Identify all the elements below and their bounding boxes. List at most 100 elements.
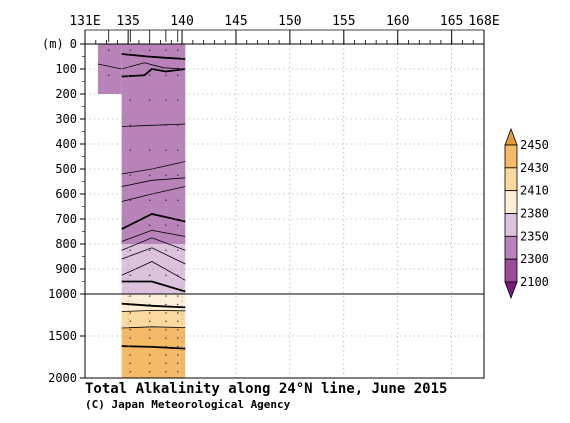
station-dot — [149, 312, 151, 314]
y-tick-label-1000: 1000 — [48, 287, 77, 301]
station-dot — [129, 345, 131, 348]
station-dot — [149, 362, 151, 364]
station-dot — [177, 149, 179, 151]
station-dot — [149, 354, 151, 356]
station-dot — [177, 174, 179, 176]
station-dot — [149, 224, 151, 226]
contour-line-2 — [121, 68, 186, 78]
fill-region-5 — [121, 310, 186, 328]
contour-line-7 — [121, 213, 186, 230]
station-dot — [129, 174, 131, 176]
station-dot — [165, 224, 167, 226]
y-axis: (m) 0 100 200 300 400 500 600 700 800 900 1000 1500… — [42, 37, 85, 385]
colorbar-top-arrow — [504, 127, 518, 146]
fill-region-6 — [121, 327, 186, 378]
colorbar-label-2100: 2100 — [520, 275, 549, 289]
x-tick-label-135: 135 — [116, 14, 139, 29]
colorbar-segment-3 — [504, 213, 518, 237]
station-dot — [129, 354, 131, 356]
station-dot — [149, 295, 151, 297]
x-tick-label-131E: 131E — [69, 14, 100, 29]
x-tick-label-160: 160 — [386, 14, 409, 29]
station-dot — [149, 320, 151, 322]
station-dot — [165, 99, 167, 101]
fill-region-2 — [121, 219, 186, 244]
y-tick-label-700: 700 — [55, 212, 77, 226]
station-dot — [165, 303, 167, 306]
station-dot — [165, 124, 167, 126]
station-dot — [149, 303, 151, 306]
contour-line-11 — [121, 261, 186, 281]
colorbar-label-2350: 2350 — [520, 229, 549, 243]
station-markers — [108, 30, 179, 373]
contour-line-4 — [121, 161, 186, 175]
x-tick-label-168E: 168E — [468, 14, 499, 29]
y-tick-label-2000: 2000 — [48, 371, 77, 385]
station-dot — [129, 224, 131, 226]
y-tick-label-600: 600 — [55, 187, 77, 201]
colorbar-segment-5 — [504, 258, 518, 283]
station-dot — [165, 174, 167, 176]
station-dot — [129, 303, 131, 306]
x-tick-label-140: 140 — [170, 14, 193, 29]
station-dot — [177, 362, 179, 364]
station-dot — [149, 99, 151, 101]
x-tick-label-145: 145 — [224, 14, 247, 29]
station-dot — [165, 149, 167, 151]
y-tick-label-900: 900 — [55, 262, 77, 276]
station-dot — [149, 329, 151, 331]
station-dot — [165, 312, 167, 314]
station-dot — [165, 371, 167, 373]
station-dot — [149, 174, 151, 176]
station-dot — [129, 274, 131, 276]
contour-line-12 — [121, 280, 186, 293]
station-dot — [149, 149, 151, 151]
contour-line-9 — [121, 237, 186, 251]
contour-line-15 — [121, 326, 186, 329]
station-dot — [149, 274, 151, 276]
station-dot — [177, 295, 179, 297]
station-dot — [177, 74, 179, 76]
depth-gridlines — [85, 44, 484, 378]
colorbar-segment-0 — [504, 144, 518, 169]
station-dot — [177, 249, 179, 251]
fill-region-4 — [121, 294, 186, 311]
colorbar-segment-2 — [504, 190, 518, 214]
contour-line-14 — [121, 309, 186, 312]
contour-line-6 — [121, 186, 186, 202]
station-dot — [177, 371, 179, 373]
station-dot — [177, 320, 179, 322]
station-dot — [177, 124, 179, 126]
colorbar-segment-4 — [504, 235, 518, 260]
station-dot — [129, 49, 131, 51]
station-dot — [149, 49, 151, 51]
station-dot — [149, 371, 151, 373]
y-tick-label-400: 400 — [55, 137, 77, 151]
station-dot — [177, 312, 179, 314]
station-dot — [177, 329, 179, 331]
contour-line-3 — [121, 123, 186, 127]
station-dot — [129, 320, 131, 322]
station-dot — [129, 124, 131, 126]
station-dot — [165, 337, 167, 339]
plot-frame — [84, 43, 485, 379]
station-dot — [129, 337, 131, 339]
contour-line-0 — [121, 53, 186, 60]
station-dot — [177, 274, 179, 276]
station-dot — [129, 362, 131, 364]
colorbar-label-2430: 2430 — [520, 161, 549, 175]
station-dot — [177, 49, 179, 51]
station-dot — [177, 199, 179, 201]
station-dot — [149, 337, 151, 339]
colorbar-label-2450: 2450 — [520, 138, 549, 152]
station-dot — [129, 371, 131, 373]
station-dot — [129, 312, 131, 314]
station-dot — [129, 149, 131, 151]
fill-region-1 — [121, 44, 186, 219]
station-dot — [177, 303, 179, 306]
contour-fills — [97, 44, 186, 378]
x-tick-label-155: 155 — [332, 14, 355, 29]
station-dot — [165, 49, 167, 51]
y-tick-label-300: 300 — [55, 112, 77, 126]
